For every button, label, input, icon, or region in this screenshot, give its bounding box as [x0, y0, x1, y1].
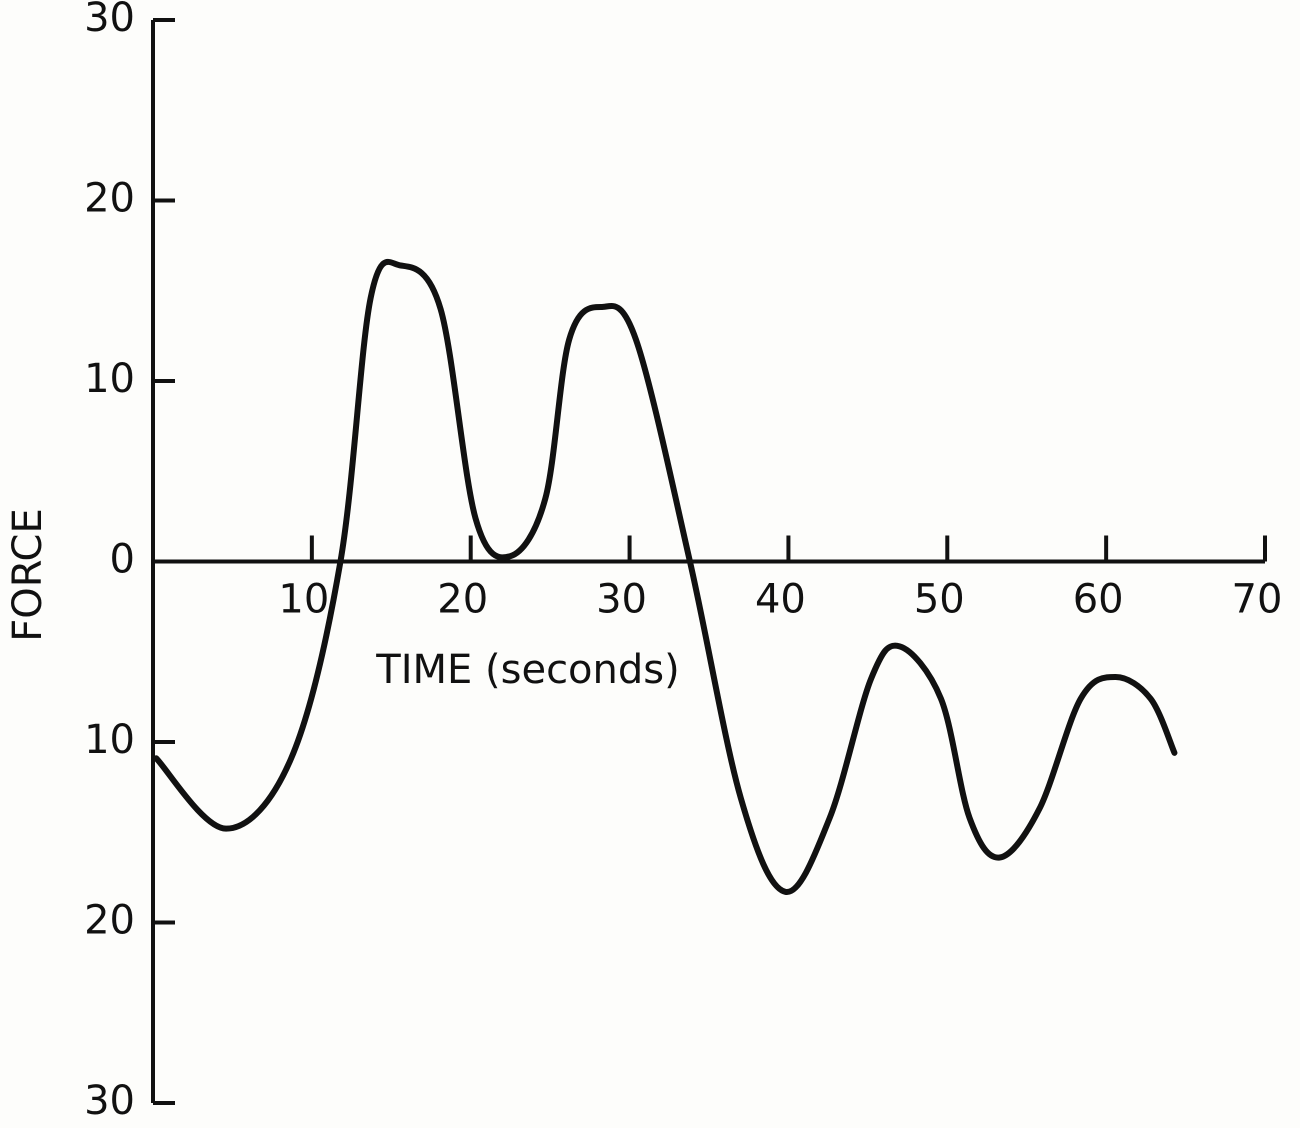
x-tick-label: 60: [1073, 577, 1124, 623]
y-tick-label: 10: [84, 356, 135, 402]
force-curve: [153, 259, 1178, 895]
x-tick-label: 40: [755, 577, 806, 623]
y-tick-label: 20: [84, 176, 135, 222]
y-tick-label: 20: [84, 898, 135, 944]
y-tick-label: 0: [110, 537, 135, 583]
x-tick-label: 70: [1232, 577, 1283, 623]
x-tick-label: 10: [278, 577, 329, 623]
x-tick-label: 30: [596, 577, 647, 623]
y-tick-label: 30: [84, 0, 135, 41]
y-tick-label: 30: [84, 1078, 135, 1124]
x-tick-label: 20: [437, 577, 488, 623]
y-axis-label: FORCE: [5, 508, 51, 642]
x-tick-label: 50: [914, 577, 965, 623]
x-axis-label: TIME (seconds): [375, 647, 679, 693]
y-tick-label: 10: [84, 717, 135, 763]
